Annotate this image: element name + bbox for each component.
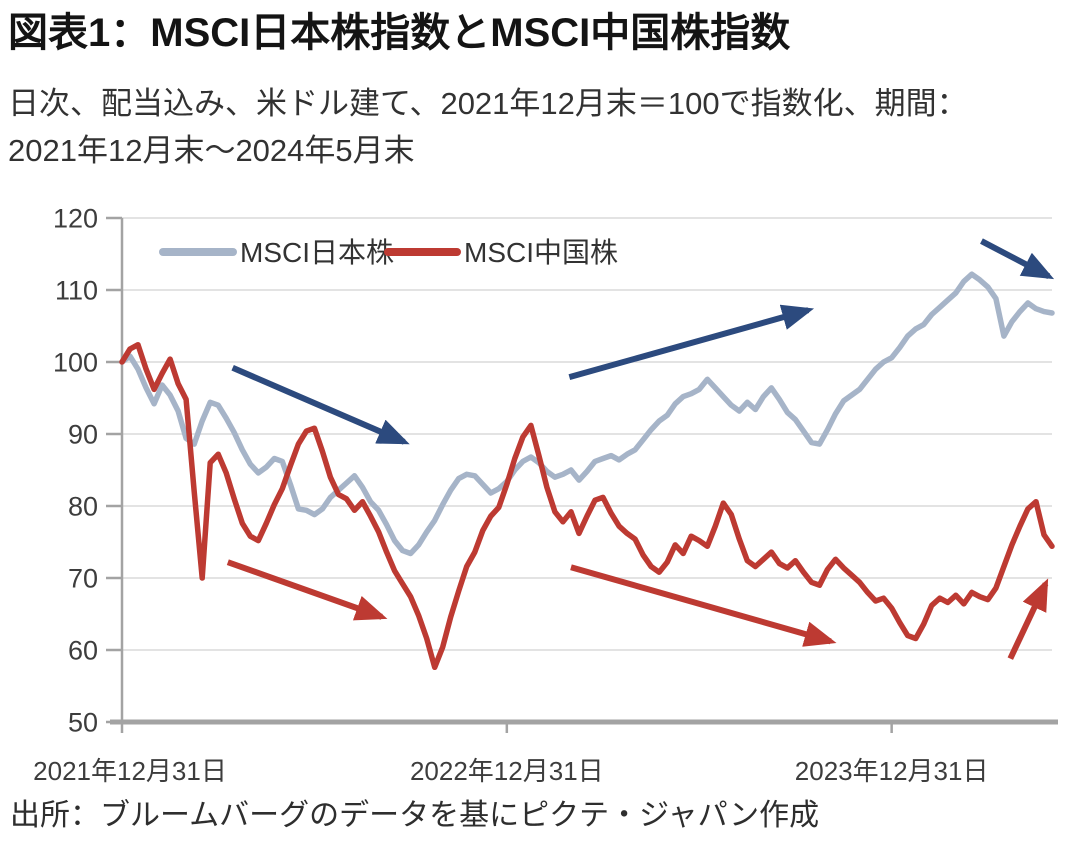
trend-arrow-0 (231, 365, 410, 445)
y-tick-label: 60 (68, 636, 98, 666)
y-tick-label: 90 (68, 420, 98, 450)
trend-arrow-4 (570, 564, 837, 647)
trend-arrow-2 (980, 238, 1055, 280)
x-tick-label: 2021年12月31日 (33, 756, 227, 786)
legend: MSCI日本株 MSCI中国株 (159, 237, 618, 268)
y-tick-label: 120 (53, 204, 98, 234)
chart-area: 50 60 70 80 90 100 110 120 2021年12月31日 2022年12月31… (0, 196, 1080, 796)
axes: 50 60 70 80 90 100 110 120 2021年12月31日 2022年12月31… (33, 204, 1058, 786)
x-tick-label: 2022年12月31日 (410, 756, 604, 786)
legend-label-1: MSCI中国株 (464, 237, 618, 268)
trend-arrow-3 (226, 559, 388, 621)
trend-arrows (226, 238, 1055, 660)
legend-label-0: MSCI日本株 (240, 237, 394, 268)
chart-title: 図表1：MSCI日本株指数とMSCI中国株指数 (8, 11, 791, 55)
x-tick-label: 2023年12月31日 (795, 756, 989, 786)
y-tick-label: 70 (68, 564, 98, 594)
series-line-0 (119, 271, 1055, 557)
chart-subtitle: 日次、配当込み、米ドル建て、2021年12月末＝100で指数化、期間：2021年… (8, 86, 968, 169)
y-gridlines (122, 217, 1052, 651)
line-chart-canvas: 50 60 70 80 90 100 110 120 2021年12月31日 2022年12月31… (33, 204, 1058, 786)
y-tick-label: 100 (53, 348, 98, 378)
y-tick-label: 110 (55, 276, 98, 306)
y-tick-label: 80 (68, 492, 98, 522)
trend-arrow-5 (1007, 578, 1049, 660)
trend-arrow-1 (568, 304, 815, 381)
source-note: 出所：ブルームバーグのデータを基にピクテ・ジャパン作成 (10, 799, 820, 832)
y-tick-label: 50 (68, 708, 98, 738)
legend-item-1: MSCI中国株 (384, 237, 618, 268)
series-line-1 (119, 341, 1055, 671)
legend-item-0: MSCI日本株 (159, 237, 394, 268)
